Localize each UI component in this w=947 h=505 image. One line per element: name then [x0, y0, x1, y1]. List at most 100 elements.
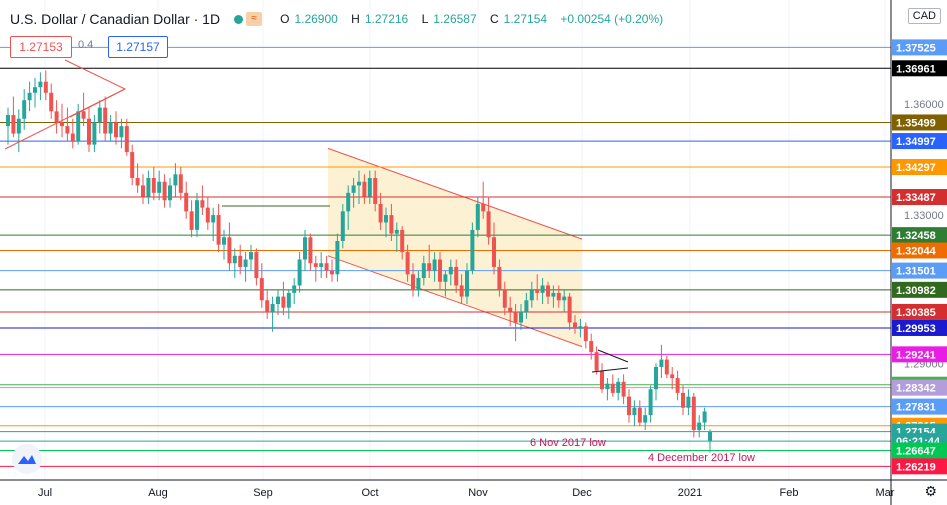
candle-body: [610, 383, 615, 393]
candle-body: [654, 366, 658, 390]
time-tick-label: Sep: [253, 487, 273, 499]
level-price-label-bg: [892, 133, 947, 150]
candle-body: [254, 252, 259, 279]
level-price-label-bg: [892, 159, 947, 176]
candle-body: [135, 178, 140, 186]
candle-body: [249, 252, 253, 260]
candle-body: [54, 111, 59, 123]
level-price-label-bg: [892, 39, 947, 56]
candle-body: [600, 370, 604, 390]
change-value: +0.00254 (+0.20%): [560, 12, 664, 26]
candle-body: [308, 237, 313, 264]
indicator-wave-icon[interactable]: ≈: [246, 12, 263, 26]
level-price-label: 1.35499: [896, 117, 936, 129]
candle-body: [616, 381, 621, 393]
candle-body: [362, 181, 367, 197]
annotation-label: 6 Nov 2017 low: [530, 437, 606, 449]
candle-body: [103, 107, 108, 134]
candle-body: [168, 185, 172, 201]
candle-body: [708, 431, 712, 442]
level-price-label: 1.34997: [896, 136, 936, 148]
flag-line: [597, 349, 629, 363]
time-tick-label: Oct: [361, 487, 378, 499]
candle-body: [702, 411, 707, 423]
candle-body: [621, 381, 626, 397]
candle-body: [384, 215, 388, 223]
candle-body: [195, 200, 199, 230]
gear-icon[interactable]: ⚙: [924, 483, 937, 499]
candle-body: [292, 285, 297, 293]
candle-body: [184, 192, 189, 212]
level-price-label-bg: [892, 242, 947, 259]
candle-body: [151, 178, 156, 193]
candle-body: [502, 289, 507, 308]
candle-body: [367, 178, 372, 197]
candle-body: [389, 215, 394, 234]
level-price-label: 1.30385: [896, 307, 936, 319]
descending-channel: [327, 147, 583, 348]
annotations: 6 Nov 2017 low 4 December 2017 low: [530, 437, 755, 464]
candle-body: [583, 326, 588, 342]
chart-header: U.S. Dollar / Canadian Dollar · 1D ≈ O 1.…: [10, 10, 668, 28]
candle-body: [546, 285, 550, 297]
candle-body: [443, 274, 448, 282]
level-price-label: 1.26219: [896, 461, 936, 473]
candle-body: [378, 203, 383, 223]
candle-body: [346, 192, 351, 212]
candle-body: [475, 203, 480, 230]
candle-body: [438, 259, 442, 282]
candle-body: [65, 126, 70, 134]
candle-body: [276, 296, 280, 304]
level-price-label-bg: [892, 458, 947, 475]
candle-body: [319, 263, 324, 267]
level-price-label: 1.34297: [896, 162, 936, 174]
currency-badge[interactable]: CAD: [907, 8, 941, 24]
time-axis[interactable]: Jul Aug Sep Oct Nov Dec 2021 Feb Mar: [0, 479, 947, 499]
tradingview-logo-icon[interactable]: [12, 444, 42, 474]
level-price-label-bg: [892, 346, 947, 363]
candle-body: [227, 237, 232, 264]
candle-body: [130, 152, 135, 179]
candle-body: [481, 203, 486, 212]
candle-body: [594, 352, 599, 371]
price-axis[interactable]: 1.360001.330001.320001.290001.375251.369…: [890, 0, 947, 505]
candle-body: [87, 118, 91, 145]
level-price-label-bg: [892, 189, 947, 206]
candle-body: [11, 115, 16, 134]
candle-body: [400, 229, 405, 253]
level-price-label-bg: [892, 281, 947, 298]
candle-body: [637, 407, 642, 423]
candle-body: [670, 374, 675, 379]
low-value: 1.26587: [433, 12, 477, 26]
candle-body: [427, 263, 432, 271]
candle-body: [340, 211, 345, 241]
time-tick-label: 2021: [678, 487, 702, 499]
triangle-lower-line: [69, 88, 126, 118]
candle-body: [470, 229, 475, 271]
candle-body: [124, 126, 129, 153]
candle-body: [81, 111, 86, 119]
candle-body: [211, 215, 216, 223]
level-price-label-bg: [892, 398, 947, 415]
candle-body: [664, 359, 669, 375]
flag-line: [591, 367, 629, 373]
annotation-label: 4 December 2017 low: [648, 452, 755, 464]
candle-body: [70, 133, 75, 141]
symbol-title[interactable]: U.S. Dollar / Canadian Dollar · 1D: [10, 11, 221, 27]
high-value: 1.27216: [364, 12, 409, 26]
candle-body: [189, 211, 194, 230]
candle-body: [529, 289, 534, 301]
candle-body: [43, 81, 48, 93]
candle-body: [535, 289, 540, 293]
candle-body: [697, 422, 702, 430]
buy-button[interactable]: 1.27157: [108, 36, 168, 58]
level-price-label-bg: [892, 319, 947, 336]
candle-body: [432, 259, 437, 271]
sell-button[interactable]: 1.27153: [10, 36, 72, 58]
candle-body: [281, 296, 286, 308]
candle-body: [49, 92, 54, 112]
candle-body: [173, 174, 178, 186]
level-price-label: 1.37525: [896, 42, 936, 54]
candle-body: [394, 229, 399, 234]
